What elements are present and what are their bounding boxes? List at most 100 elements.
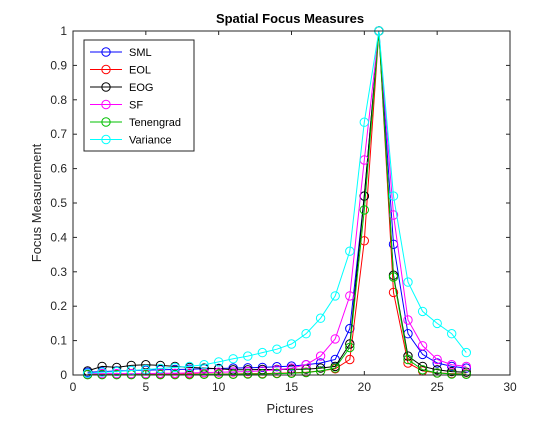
data-point bbox=[447, 360, 457, 370]
y-axis-label: Focus Measurement bbox=[29, 143, 44, 262]
x-tick-label: 5 bbox=[142, 380, 149, 394]
legend: SML EOL EOG SF Tenengrad Variance bbox=[83, 39, 195, 152]
data-point bbox=[272, 362, 282, 372]
data-point bbox=[417, 365, 428, 375]
data-point bbox=[214, 357, 224, 367]
x-tick-label: 20 bbox=[358, 380, 372, 394]
data-point bbox=[388, 191, 399, 201]
data-point bbox=[141, 360, 151, 370]
data-point bbox=[315, 363, 326, 373]
data-point bbox=[330, 334, 340, 344]
data-point bbox=[170, 362, 180, 373]
data-point bbox=[388, 287, 399, 298]
data-point bbox=[403, 277, 413, 287]
data-point bbox=[403, 315, 413, 325]
data-point bbox=[272, 344, 282, 354]
legend-item: Tenengrad bbox=[90, 117, 181, 129]
data-point bbox=[345, 354, 355, 365]
data-point bbox=[388, 272, 399, 282]
legend-marker bbox=[101, 47, 111, 57]
data-point bbox=[345, 342, 355, 353]
y-tick-label: 0.5 bbox=[50, 196, 67, 210]
data-point bbox=[243, 369, 253, 379]
data-point bbox=[257, 347, 268, 358]
legend-item: SF bbox=[90, 100, 143, 112]
y-tick-label: 0.2 bbox=[50, 299, 67, 313]
data-point bbox=[432, 358, 442, 368]
y-tick-label: 0.7 bbox=[50, 127, 67, 141]
data-point bbox=[403, 351, 413, 361]
legend-label: SML bbox=[129, 47, 152, 59]
data-point bbox=[243, 351, 253, 361]
legend-marker bbox=[101, 134, 111, 145]
data-point bbox=[82, 368, 93, 378]
data-point bbox=[155, 363, 166, 374]
legend-item: EOL bbox=[90, 65, 151, 77]
data-point bbox=[184, 361, 195, 372]
data-point bbox=[257, 369, 268, 379]
data-point bbox=[432, 368, 442, 378]
data-point bbox=[461, 369, 471, 379]
chart-title: Spatial Focus Measures bbox=[216, 11, 364, 26]
legend-box bbox=[83, 39, 195, 152]
data-point bbox=[388, 210, 399, 220]
data-point bbox=[359, 205, 369, 215]
data-point bbox=[199, 369, 209, 379]
data-point bbox=[286, 339, 297, 349]
data-point bbox=[417, 306, 428, 317]
data-point bbox=[228, 369, 238, 379]
data-point bbox=[345, 246, 355, 256]
data-point bbox=[447, 329, 457, 339]
legend-marker bbox=[101, 64, 111, 75]
data-point bbox=[345, 291, 355, 301]
data-point bbox=[301, 367, 311, 378]
legend-label: Tenengrad bbox=[129, 117, 181, 129]
y-tick-label: 0.9 bbox=[50, 58, 67, 72]
data-point bbox=[315, 313, 326, 323]
data-point bbox=[243, 366, 253, 377]
data-point bbox=[286, 368, 297, 378]
y-tick-label: 0.3 bbox=[50, 265, 67, 279]
x-tick-label: 25 bbox=[430, 380, 444, 394]
data-point bbox=[447, 369, 457, 379]
y-tick-label: 0.8 bbox=[50, 93, 67, 107]
data-point bbox=[97, 367, 107, 377]
data-point bbox=[447, 366, 457, 377]
ticks-layer: 0 5 10 15 20 25 30 0 0.1 0.2 0.3 0.4 0.5 0.6 0.7 0.8 0.9… bbox=[50, 24, 517, 394]
legend-label: Variance bbox=[129, 135, 172, 147]
data-point bbox=[359, 117, 369, 127]
data-point bbox=[403, 354, 413, 365]
series-variance bbox=[82, 26, 471, 378]
data-point bbox=[214, 369, 224, 379]
legend-item: Variance bbox=[90, 135, 172, 147]
y-tick-label: 1 bbox=[60, 24, 67, 38]
data-point bbox=[112, 366, 122, 377]
data-point bbox=[330, 291, 340, 301]
x-tick-label: 30 bbox=[503, 380, 517, 394]
legend-item: SML bbox=[90, 47, 152, 59]
data-point bbox=[315, 351, 326, 361]
series-line-sml bbox=[87, 30, 467, 373]
legend-label: EOG bbox=[129, 82, 153, 94]
data-point bbox=[432, 354, 442, 365]
y-tick-label: 0.6 bbox=[50, 162, 67, 176]
legend-item: EOG bbox=[90, 82, 153, 94]
x-tick-label: 15 bbox=[285, 380, 299, 394]
data-point bbox=[199, 360, 209, 370]
data-point bbox=[330, 363, 340, 373]
data-point bbox=[301, 329, 311, 339]
series-line-variance bbox=[87, 30, 467, 374]
x-axis-label: Pictures bbox=[267, 401, 314, 416]
x-tick-label: 0 bbox=[70, 380, 77, 394]
data-point bbox=[417, 341, 428, 351]
legend-marker bbox=[101, 117, 111, 127]
data-point bbox=[228, 367, 238, 377]
legend-label: EOL bbox=[129, 65, 151, 77]
y-tick-label: 0.1 bbox=[50, 334, 67, 348]
y-tick-label: 0 bbox=[60, 368, 67, 382]
data-point bbox=[228, 354, 238, 364]
legend-marker bbox=[101, 82, 111, 92]
data-point bbox=[461, 347, 471, 358]
